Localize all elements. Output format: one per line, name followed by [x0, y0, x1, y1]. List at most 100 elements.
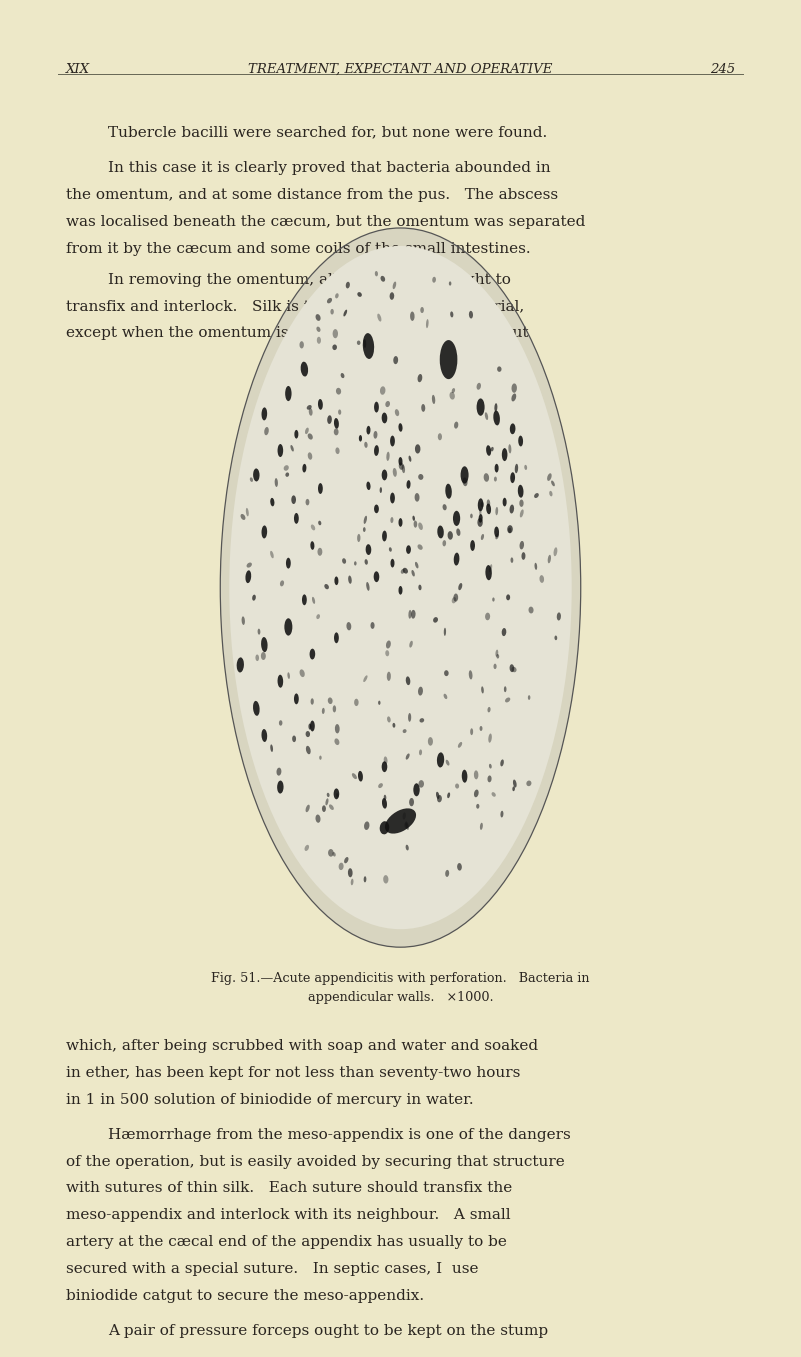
Ellipse shape	[501, 628, 506, 636]
Ellipse shape	[413, 521, 417, 528]
Ellipse shape	[406, 480, 411, 489]
Ellipse shape	[390, 436, 395, 446]
Ellipse shape	[497, 366, 501, 372]
Ellipse shape	[495, 508, 498, 516]
Ellipse shape	[445, 760, 449, 765]
Ellipse shape	[476, 803, 479, 809]
Ellipse shape	[390, 493, 395, 503]
Ellipse shape	[540, 575, 544, 584]
Ellipse shape	[395, 408, 399, 417]
Ellipse shape	[373, 571, 380, 582]
Ellipse shape	[288, 672, 290, 678]
Ellipse shape	[256, 654, 259, 661]
Ellipse shape	[286, 558, 291, 569]
Ellipse shape	[453, 593, 458, 601]
Ellipse shape	[250, 478, 253, 482]
Ellipse shape	[261, 729, 268, 742]
Ellipse shape	[412, 570, 415, 577]
Ellipse shape	[481, 502, 484, 508]
Ellipse shape	[437, 795, 442, 802]
Ellipse shape	[436, 791, 440, 799]
Ellipse shape	[309, 649, 316, 660]
Ellipse shape	[325, 798, 328, 805]
Ellipse shape	[328, 697, 332, 704]
Ellipse shape	[384, 795, 386, 801]
Ellipse shape	[240, 514, 245, 520]
Ellipse shape	[339, 863, 344, 870]
Ellipse shape	[366, 582, 369, 590]
Text: of the operation, but is easily avoided by securing that structure: of the operation, but is easily avoided …	[66, 1155, 565, 1168]
Ellipse shape	[270, 498, 275, 506]
Ellipse shape	[381, 761, 387, 772]
Ellipse shape	[302, 594, 307, 605]
Ellipse shape	[495, 533, 499, 539]
Ellipse shape	[415, 493, 420, 502]
Ellipse shape	[252, 594, 256, 601]
Text: biniodide catgut to secure the meso-appendix.: biniodide catgut to secure the meso-appe…	[66, 1289, 424, 1303]
Ellipse shape	[409, 641, 413, 647]
Ellipse shape	[364, 821, 369, 830]
Ellipse shape	[525, 465, 527, 470]
Ellipse shape	[317, 548, 322, 556]
Ellipse shape	[381, 470, 387, 480]
Ellipse shape	[392, 281, 396, 289]
Ellipse shape	[322, 708, 324, 714]
Ellipse shape	[308, 408, 312, 415]
Ellipse shape	[318, 399, 323, 410]
Ellipse shape	[380, 821, 389, 835]
Ellipse shape	[450, 311, 453, 318]
Ellipse shape	[413, 516, 415, 521]
Text: appendicular walls.   ×1000.: appendicular walls. ×1000.	[308, 991, 493, 1004]
Ellipse shape	[306, 746, 311, 754]
Ellipse shape	[506, 594, 510, 600]
Text: from it by the cæcum and some coils of the small intestines.: from it by the cæcum and some coils of t…	[66, 242, 530, 255]
Ellipse shape	[458, 742, 462, 748]
Ellipse shape	[270, 551, 274, 558]
Ellipse shape	[411, 609, 416, 619]
Text: A pair of pressure forceps ought to be kept on the stump: A pair of pressure forceps ought to be k…	[108, 1324, 548, 1338]
Ellipse shape	[357, 292, 362, 297]
Ellipse shape	[391, 559, 395, 567]
Ellipse shape	[330, 309, 334, 315]
Ellipse shape	[364, 516, 367, 524]
Ellipse shape	[277, 780, 284, 794]
Ellipse shape	[418, 522, 423, 531]
Ellipse shape	[481, 687, 484, 693]
Ellipse shape	[328, 415, 332, 423]
Ellipse shape	[410, 312, 415, 320]
Ellipse shape	[494, 527, 499, 537]
Ellipse shape	[480, 822, 483, 830]
Ellipse shape	[452, 597, 457, 604]
Ellipse shape	[406, 546, 411, 554]
Ellipse shape	[300, 341, 304, 349]
Ellipse shape	[405, 821, 409, 830]
Ellipse shape	[389, 292, 394, 300]
Ellipse shape	[445, 483, 452, 499]
Ellipse shape	[549, 491, 553, 497]
Ellipse shape	[419, 749, 422, 756]
Ellipse shape	[557, 612, 561, 620]
Text: Tubercle bacilli were searched for, but none were found.: Tubercle bacilli were searched for, but …	[108, 125, 547, 138]
Ellipse shape	[432, 395, 435, 404]
Text: in 1 in 500 solution of biniodide of mercury in water.: in 1 in 500 solution of biniodide of mer…	[66, 1092, 473, 1107]
Ellipse shape	[501, 760, 504, 767]
Text: the omentum, and at some distance from the pus.   The abscess: the omentum, and at some distance from t…	[66, 189, 557, 202]
Ellipse shape	[295, 430, 298, 438]
Ellipse shape	[385, 809, 416, 833]
Ellipse shape	[449, 281, 452, 285]
Ellipse shape	[551, 480, 555, 486]
Ellipse shape	[484, 474, 489, 482]
Ellipse shape	[420, 718, 425, 722]
Ellipse shape	[292, 495, 296, 503]
Ellipse shape	[489, 764, 492, 768]
Ellipse shape	[311, 525, 316, 531]
Ellipse shape	[457, 528, 461, 536]
Ellipse shape	[373, 432, 377, 438]
Ellipse shape	[406, 753, 409, 760]
Ellipse shape	[528, 695, 530, 700]
Ellipse shape	[470, 514, 473, 518]
Ellipse shape	[409, 798, 414, 806]
Ellipse shape	[374, 402, 379, 413]
Ellipse shape	[336, 792, 339, 798]
Ellipse shape	[327, 299, 332, 304]
